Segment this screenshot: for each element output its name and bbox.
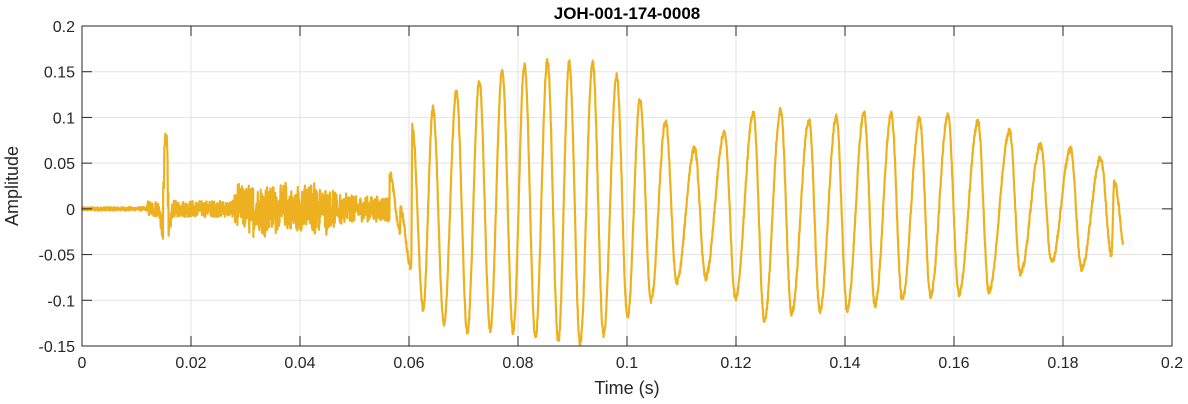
x-tick-label: 0.2 [1161,355,1183,372]
x-tick-label: 0.02 [175,355,206,372]
x-tick-label: 0 [78,355,87,372]
x-tick-label: 0.14 [829,355,860,372]
x-tick-label: 0.18 [1047,355,1078,372]
y-tick-label: 0.1 [53,110,75,127]
y-axis-label: Amplitude [2,146,22,226]
y-axis-ticks: -0.15 -0.1 -0.05 0 0.05 0.1 0.15 0.2 [39,19,1172,356]
y-tick-label: -0.15 [39,339,76,356]
x-tick-label: 0.16 [938,355,969,372]
x-axis-label: Time (s) [594,378,659,398]
x-tick-label: 0.12 [720,355,751,372]
y-tick-label: -0.05 [39,248,76,265]
y-tick-label: 0 [66,202,75,219]
y-tick-label: 0.2 [53,19,75,36]
x-tick-label: 0.04 [284,355,315,372]
chart-title: JOH-001-174-0008 [554,4,700,23]
x-tick-label: 0.06 [393,355,424,372]
x-axis-ticks: 0 0.02 0.04 0.06 0.08 0.1 0.12 0.14 0.16 0.18 0.2 [78,26,1183,372]
waveform-line [80,57,1125,347]
y-tick-label: 0.05 [44,156,75,173]
x-tick-label: 0.08 [502,355,533,372]
y-tick-label: 0.15 [44,65,75,82]
waveform-series [80,57,1125,347]
x-tick-label: 0.1 [616,355,638,372]
y-tick-label: -0.1 [47,293,75,310]
